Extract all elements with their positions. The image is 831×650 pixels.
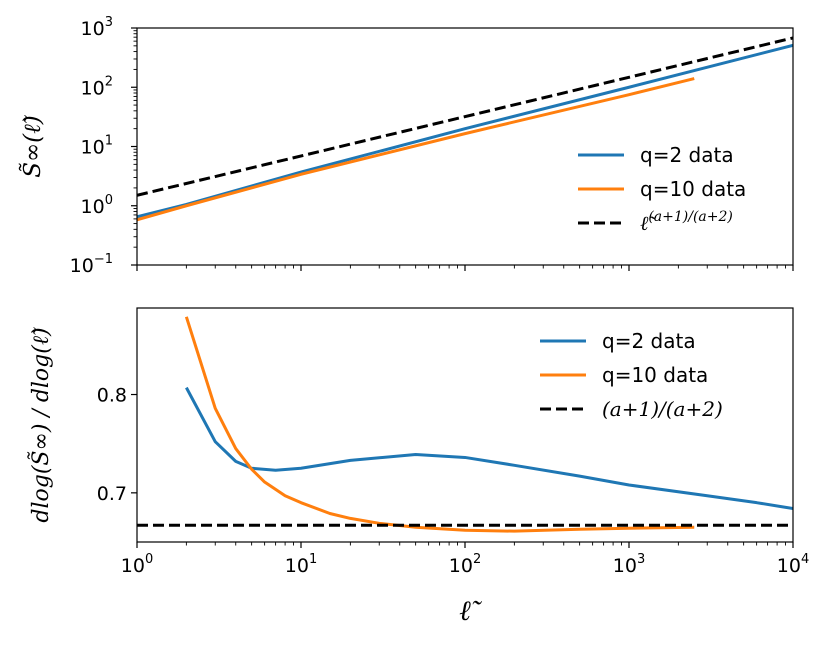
legend-label: q=10 data <box>602 363 708 387</box>
y-tick-label: 10−1 <box>70 252 113 277</box>
legend-label: q=2 data <box>602 329 696 353</box>
series-line-2 <box>184 316 695 533</box>
y-tick-label: 0.7 <box>97 483 127 505</box>
series-line-3 <box>137 36 793 197</box>
legend-label: q=2 data <box>640 143 734 167</box>
y-tick-label: 103 <box>81 15 113 40</box>
x-tick-label: 102 <box>449 552 481 577</box>
y-axis-label: S̃∞(ℓ̃) <box>20 114 46 177</box>
x-axis-label: ℓ̃ <box>459 594 483 627</box>
series-line-2 <box>137 77 695 222</box>
legend-label: q=10 data <box>640 177 746 201</box>
legend-label: (a+1)/(a+2) <box>602 397 723 421</box>
y-tick-label: 100 <box>81 193 113 218</box>
top-panel: 10−1 100 101 102 103 S̃∞(ℓ̃) q=2 data q=10 data… <box>20 15 794 277</box>
y-tick-label: 101 <box>81 134 113 159</box>
legend: q=2 data q=10 data (a+1)/(a+2) <box>540 329 723 421</box>
y-tick-label: 0.8 <box>97 385 127 407</box>
x-tick-label: 101 <box>285 552 317 577</box>
y-axis-label: dlog(S̃∞) / dlog(ℓ̃) <box>28 327 54 523</box>
y-tick-label: 102 <box>81 74 113 99</box>
x-tick-label: 103 <box>613 552 645 577</box>
bottom-panel: 100 101 102 103 104 0.7 0.8 dlog(S̃∞) / dlog(ℓ̃… <box>28 307 809 627</box>
legend: q=2 data q=10 data ℓ̃(a+1)/(a+2) <box>578 143 746 235</box>
series-line-1 <box>185 386 793 511</box>
x-tick-label: 100 <box>121 552 153 577</box>
legend-label: ℓ̃(a+1)/(a+2) <box>640 209 733 235</box>
x-tick-label: 104 <box>777 552 809 577</box>
